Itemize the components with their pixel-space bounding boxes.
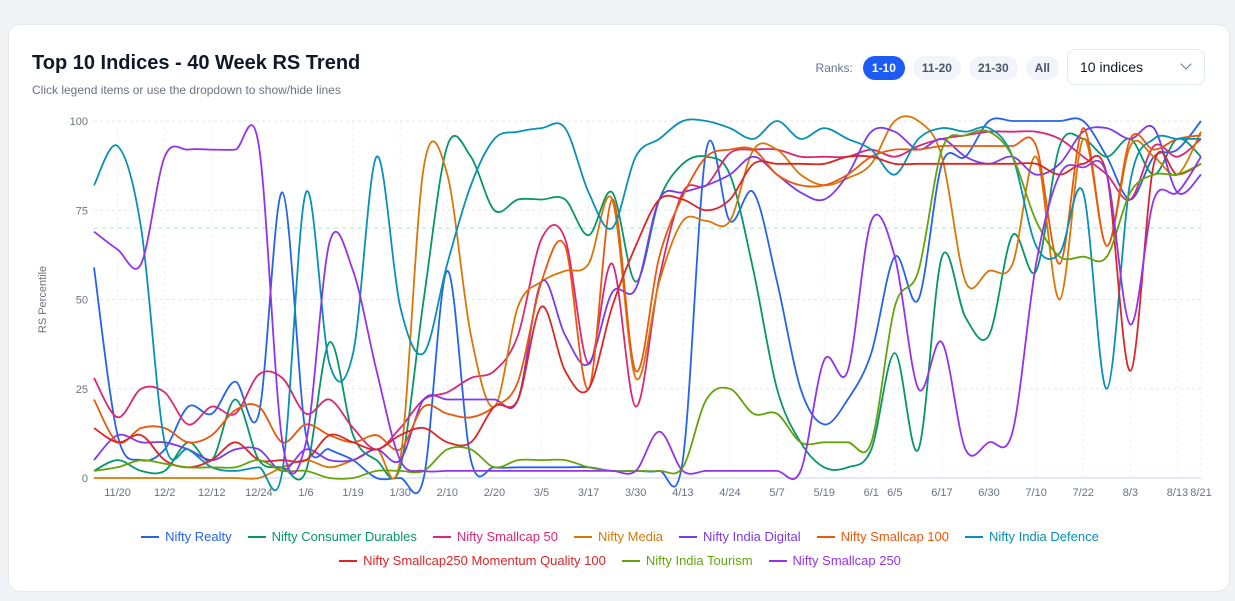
x-tick-label: 7/10 bbox=[1025, 487, 1046, 499]
x-tick-label: 8/21 bbox=[1190, 487, 1211, 499]
legend-label: Nifty Realty bbox=[165, 529, 232, 544]
series-line-7 bbox=[93, 150, 1202, 469]
legend-item[interactable]: Nifty Smallcap 50 bbox=[432, 529, 559, 544]
legend-label: Nifty India Digital bbox=[703, 529, 801, 544]
x-tick-label: 1/6 bbox=[298, 487, 313, 499]
indices-dropdown[interactable]: 10 indices bbox=[1067, 49, 1205, 85]
x-tick-label: 4/13 bbox=[672, 487, 693, 499]
chart-card: Top 10 Indices - 40 Week RS Trend Click … bbox=[8, 24, 1230, 592]
ranks-label: Ranks: bbox=[815, 61, 853, 75]
legend-label: Nifty Smallcap 50 bbox=[456, 529, 559, 544]
series-line-4 bbox=[93, 125, 1202, 472]
x-tick-label: 6/5 bbox=[887, 487, 902, 499]
y-tick-label: 100 bbox=[70, 116, 88, 128]
legend-swatch bbox=[247, 535, 266, 538]
series-line-2 bbox=[93, 130, 1202, 451]
rank-pill-1-10[interactable]: 1-10 bbox=[862, 56, 905, 80]
x-tick-label: 8/3 bbox=[1123, 487, 1138, 499]
legend-item[interactable]: Nifty Media bbox=[574, 529, 663, 544]
y-tick-label: 50 bbox=[76, 295, 88, 307]
x-tick-label: 1/30 bbox=[389, 487, 410, 499]
legend-label: Nifty Smallcap 250 bbox=[792, 553, 901, 568]
series-line-6 bbox=[93, 118, 1201, 491]
legend-item[interactable]: Nifty India Tourism bbox=[621, 553, 753, 568]
legend-item[interactable]: Nifty Realty bbox=[141, 529, 232, 544]
x-tick-label: 6/30 bbox=[978, 487, 999, 499]
x-tick-label: 3/5 bbox=[534, 487, 549, 499]
x-tick-label: 2/10 bbox=[437, 487, 458, 499]
y-tick-label: 75 bbox=[76, 205, 88, 217]
legend-label: Nifty India Defence bbox=[988, 529, 1099, 544]
x-tick-label: 6/17 bbox=[931, 487, 952, 499]
legend-swatch bbox=[816, 535, 835, 538]
series-line-8 bbox=[93, 129, 1202, 480]
x-tick-label: 12/24 bbox=[245, 487, 273, 499]
x-tick-label: 4/24 bbox=[719, 487, 740, 499]
ranks-filter: Ranks: 1-10 11-20 21-30 All bbox=[816, 56, 1059, 80]
legend-swatch bbox=[768, 559, 787, 562]
series-line-3 bbox=[94, 115, 1202, 480]
rank-pill-all[interactable]: All bbox=[1025, 56, 1059, 80]
legend-swatch bbox=[679, 535, 698, 538]
x-tick-label: 11/20 bbox=[104, 487, 131, 499]
y-axis-label: RS Percentile bbox=[37, 266, 49, 333]
legend-label: Nifty Smallcap 100 bbox=[840, 529, 949, 544]
rank-pill-21-30[interactable]: 21-30 bbox=[968, 56, 1018, 80]
series-lines bbox=[93, 115, 1202, 495]
legend-swatch bbox=[574, 535, 593, 538]
rs-trend-chart: 0 25 50 75 100 11/20 12/2 12/12 12/24 1/6 1/19 1/30… bbox=[37, 115, 1212, 499]
legend-label: Nifty India Tourism bbox=[645, 553, 753, 568]
legend-item[interactable]: Nifty Smallcap 100 bbox=[816, 529, 949, 544]
x-tick-label: 8/13 bbox=[1167, 487, 1188, 499]
series-line-1 bbox=[93, 132, 1202, 481]
x-tick-label: 6/1 bbox=[864, 487, 879, 499]
legend-label: Nifty Consumer Durables bbox=[271, 529, 417, 544]
legend-row-2: Nifty Smallcap250 Momentum Quality 100 Ni… bbox=[9, 553, 1231, 568]
x-tick-label: 1/19 bbox=[342, 487, 363, 499]
legend-item[interactable]: Nifty India Defence bbox=[964, 529, 1099, 544]
x-tick-label: 3/17 bbox=[578, 487, 599, 499]
x-tick-label: 12/12 bbox=[198, 487, 226, 499]
series-line-9 bbox=[93, 124, 1202, 480]
legend-swatch bbox=[964, 535, 983, 538]
legend-label: Nifty Smallcap250 Momentum Quality 100 bbox=[363, 553, 606, 568]
x-tick-label: 12/2 bbox=[154, 487, 175, 499]
legend-item[interactable]: Nifty Consumer Durables bbox=[247, 529, 417, 544]
x-tick-label: 3/30 bbox=[625, 487, 646, 499]
indices-dropdown-value: 10 indices bbox=[1080, 59, 1144, 75]
page-subtitle: Click legend items or use the dropdown t… bbox=[32, 83, 341, 97]
x-tick-label: 2/20 bbox=[484, 487, 505, 499]
series-line-5 bbox=[93, 127, 1202, 452]
legend-swatch bbox=[432, 535, 451, 538]
legend-label: Nifty Media bbox=[598, 529, 664, 544]
page-title: Top 10 Indices - 40 Week RS Trend bbox=[32, 52, 361, 74]
legend-item[interactable]: Nifty Smallcap 250 bbox=[768, 553, 901, 568]
y-tick-label: 0 bbox=[82, 473, 88, 485]
rank-pill-11-20[interactable]: 11-20 bbox=[912, 56, 961, 80]
x-tick-label: 5/7 bbox=[769, 487, 784, 499]
x-tick-label: 7/22 bbox=[1073, 487, 1094, 499]
legend-item[interactable]: Nifty Smallcap250 Momentum Quality 100 bbox=[339, 553, 606, 568]
legend-row-1: Nifty Realty Nifty Consumer Durables Nifty… bbox=[9, 529, 1231, 544]
legend-swatch bbox=[621, 559, 640, 562]
legend-item[interactable]: Nifty India Digital bbox=[679, 529, 801, 544]
x-tick-label: 5/19 bbox=[813, 487, 834, 499]
legend-swatch bbox=[339, 559, 358, 562]
legend-swatch bbox=[141, 535, 160, 538]
y-tick-label: 25 bbox=[76, 384, 88, 396]
